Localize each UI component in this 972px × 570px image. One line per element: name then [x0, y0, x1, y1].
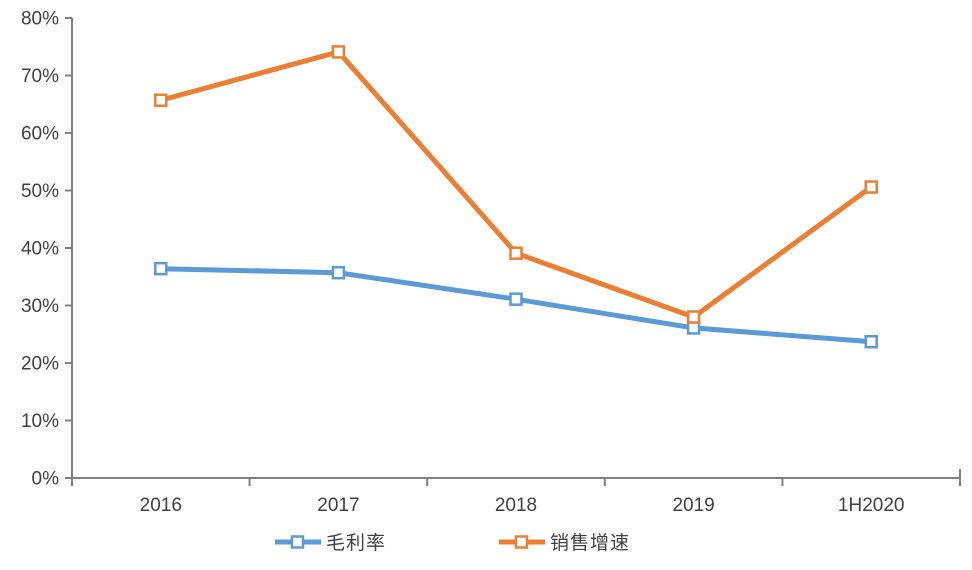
x-axis-tick-label: 2018 — [495, 495, 537, 516]
y-axis-tick-label: 40% — [21, 239, 59, 260]
line-series-marker-icon — [499, 534, 545, 549]
data-point-marker — [509, 246, 523, 260]
legend-item-gross-margin: 毛利率 — [274, 528, 386, 555]
data-point-marker — [509, 292, 523, 306]
legend: 毛利率 销售增速 — [0, 528, 938, 555]
data-point-marker — [864, 180, 878, 194]
legend-label-sales-growth: 销售增速 — [550, 533, 631, 554]
x-axis-tick-label: 2019 — [672, 495, 714, 516]
y-axis-tick-label: 60% — [21, 124, 59, 145]
legend-label-gross-margin: 毛利率 — [325, 533, 386, 554]
data-point-marker — [331, 265, 346, 280]
data-point-marker — [864, 334, 878, 349]
y-axis-tick-label: 20% — [21, 354, 59, 375]
y-axis-tick-label: 10% — [21, 411, 59, 432]
line-series-marker-icon — [274, 534, 321, 549]
data-point-marker — [154, 93, 168, 107]
x-axis-tick-label: 2017 — [317, 495, 359, 516]
y-axis-tick-label: 0% — [32, 469, 60, 490]
data-point-marker — [331, 45, 346, 59]
data-point-marker — [686, 310, 701, 324]
x-axis-tick-label: 2016 — [140, 495, 182, 516]
data-point-marker — [154, 261, 168, 276]
series-line — [158, 49, 874, 320]
y-axis-tick-label: 80% — [21, 9, 59, 30]
legend-item-sales-growth: 销售增速 — [498, 528, 630, 555]
y-axis-tick-label: 70% — [21, 66, 59, 87]
y-axis-tick-label: 30% — [21, 296, 59, 317]
data-point-marker — [686, 321, 701, 335]
x-axis-tick-label: 1H2020 — [838, 495, 905, 516]
y-axis-tick-label: 50% — [21, 181, 59, 202]
